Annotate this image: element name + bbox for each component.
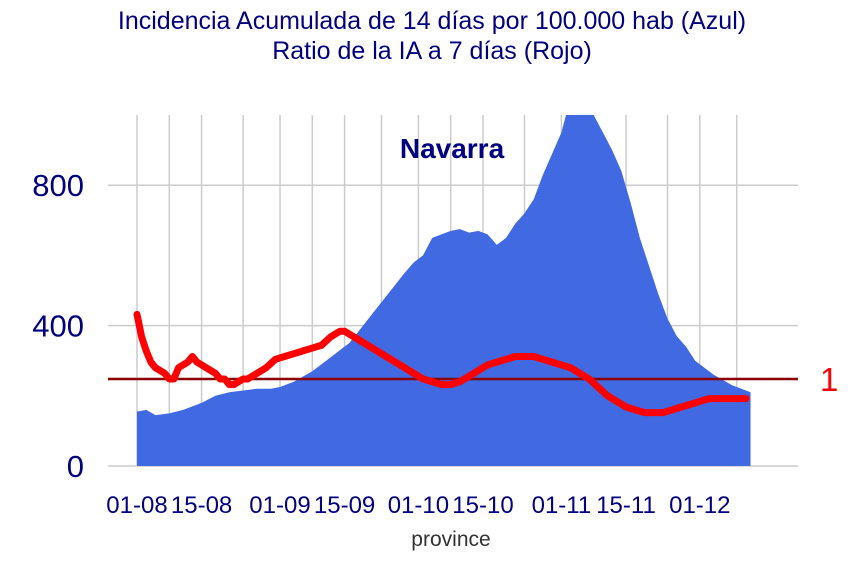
x-tick-label: 15-08 (171, 492, 232, 519)
x-tick-label: 15-09 (314, 492, 375, 519)
x-tick-label: 15-10 (452, 492, 513, 519)
x-tick-label: 01-08 (106, 492, 167, 519)
ratio-reference-label: 1 (820, 361, 838, 398)
x-tick-label: 15-11 (596, 492, 656, 519)
title-line-1: Incidencia Acumulada de 14 días por 100.… (117, 7, 747, 35)
title-line-2: Ratio de la IA a 7 días (Rojo) (272, 37, 592, 65)
x-tick-label: 01-09 (249, 492, 310, 519)
x-axis-label: province (411, 528, 490, 551)
y-tick-label: 800 (32, 168, 84, 203)
panel-label: Navarra (400, 133, 505, 164)
chart-title: Incidencia Acumulada de 14 días por 100.… (0, 6, 864, 66)
x-tick-label: 01-10 (388, 492, 449, 519)
x-tick-label: 01-11 (532, 492, 592, 519)
ratio-line (133, 310, 750, 417)
x-tick-label: 01-12 (669, 492, 730, 519)
y-tick-label: 400 (32, 309, 84, 344)
y-tick-label: 0 (67, 449, 84, 484)
